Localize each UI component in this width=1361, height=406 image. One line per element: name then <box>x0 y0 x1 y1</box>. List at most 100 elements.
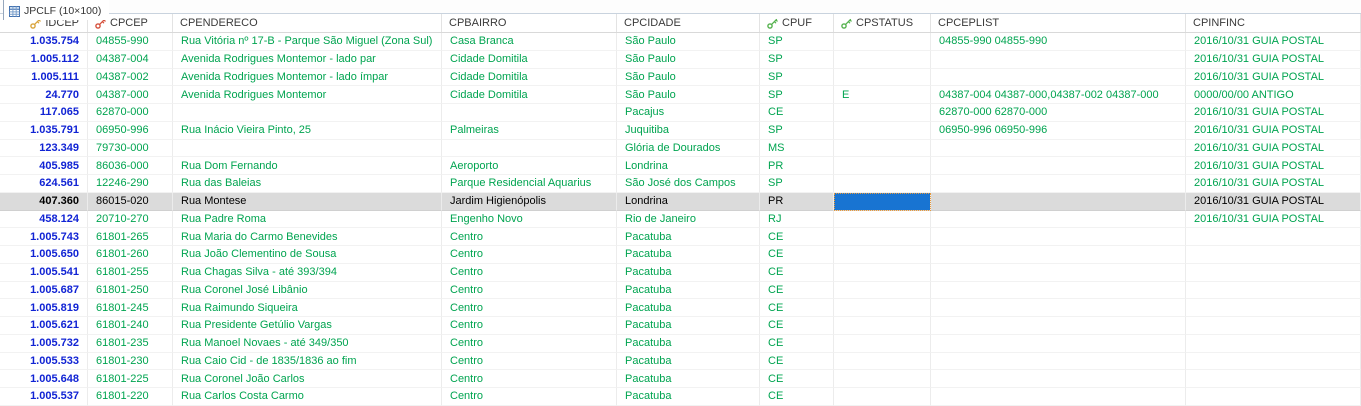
table-row[interactable]: 1.005.743 61801-265 Rua Maria do Carmo Ben… <box>0 228 1361 246</box>
cell-cpceplist[interactable] <box>931 50 1186 69</box>
cell-cpceplist[interactable] <box>931 317 1186 335</box>
cell-cpstatus[interactable] <box>834 139 931 158</box>
cell-cpuf[interactable]: SP <box>760 175 834 193</box>
cell-cpstatus[interactable] <box>834 370 931 388</box>
cell-cpendereco[interactable]: Rua Inácio Vieira Pinto, 25 <box>173 121 442 140</box>
cell-cpuf[interactable]: SP <box>760 86 834 104</box>
cell-cpbairro[interactable]: Jardim Higienópolis <box>442 192 617 211</box>
cell-cpendereco[interactable]: Rua João Clementino de Sousa <box>173 246 442 264</box>
cell-idcep[interactable]: 1.005.112 <box>0 50 88 69</box>
cell-idcep[interactable]: 1.005.687 <box>0 281 88 300</box>
cell-cpuf[interactable]: CE <box>760 299 834 317</box>
cell-cpcep[interactable]: 61801-265 <box>88 228 173 246</box>
cell-cpinfinc[interactable]: 2016/10/31 GUIA POSTAL <box>1186 157 1361 175</box>
table-row[interactable]: 1.005.541 61801-255 Rua Chagas Silva - até… <box>0 263 1361 282</box>
cell-cpinfinc[interactable]: 2016/10/31 GUIA POSTAL <box>1186 192 1361 211</box>
cell-cpcidade[interactable]: Pacajus <box>617 104 760 122</box>
cell-idcep[interactable]: 1.005.743 <box>0 228 88 246</box>
column-header-cpinfinc[interactable]: CPINFINC <box>1186 14 1361 32</box>
table-row[interactable]: 1.005.111 04387-002 Avenida Rodrigues Mont… <box>0 68 1361 87</box>
cell-cpcidade[interactable]: Pacatuba <box>617 388 760 406</box>
cell-idcep[interactable]: 1.005.533 <box>0 352 88 371</box>
cell-cpinfinc[interactable]: 2016/10/31 GUIA POSTAL <box>1186 139 1361 158</box>
cell-cpinfinc[interactable] <box>1186 228 1361 246</box>
cell-cpuf[interactable]: CE <box>760 334 834 353</box>
cell-cpcep[interactable]: 04387-000 <box>88 86 173 104</box>
column-header-cpbairro[interactable]: CPBAIRRO <box>442 14 617 32</box>
cell-cpbairro[interactable]: Cidade Domitila <box>442 50 617 69</box>
table-row[interactable]: 123.349 79730-000 Glória de Dourados MS 2016… <box>0 139 1361 158</box>
cell-cpendereco[interactable] <box>173 104 442 122</box>
cell-idcep[interactable]: 117.065 <box>0 104 88 122</box>
column-header-cpendereco[interactable]: CPENDERECO <box>173 14 442 32</box>
cell-idcep[interactable]: 1.035.791 <box>0 121 88 140</box>
cell-cpstatus[interactable] <box>834 246 931 264</box>
table-row[interactable]: 405.985 86036-000 Rua Dom Fernando Aeroport… <box>0 157 1361 175</box>
cell-cpinfinc[interactable] <box>1186 334 1361 353</box>
cell-idcep[interactable]: 1.005.621 <box>0 317 88 335</box>
cell-cpbairro[interactable]: Centro <box>442 228 617 246</box>
column-header-cpceplist[interactable]: CPCEPLIST <box>931 14 1186 32</box>
cell-cpendereco[interactable] <box>173 139 442 158</box>
cell-cpbairro[interactable]: Centro <box>442 388 617 406</box>
cell-idcep[interactable]: 1.005.541 <box>0 263 88 282</box>
cell-cpendereco[interactable]: Rua Padre Roma <box>173 210 442 229</box>
cell-cpbairro[interactable]: Centro <box>442 334 617 353</box>
cell-cpendereco[interactable]: Rua Raimundo Siqueira <box>173 299 442 317</box>
cell-cpbairro[interactable]: Centro <box>442 370 617 388</box>
cell-cpendereco[interactable]: Rua Caio Cid - de 1835/1836 ao fim <box>173 352 442 371</box>
cell-cpstatus[interactable]: E <box>834 86 931 104</box>
table-row[interactable]: 1.005.650 61801-260 Rua João Clementino de… <box>0 246 1361 264</box>
cell-cpstatus[interactable] <box>834 352 931 371</box>
cell-cpbairro[interactable]: Engenho Novo <box>442 210 617 229</box>
cell-cpendereco[interactable]: Rua Manoel Novaes - até 349/350 <box>173 334 442 353</box>
cell-cpbairro[interactable] <box>442 104 617 122</box>
cell-cpuf[interactable]: MS <box>760 139 834 158</box>
cell-cpceplist[interactable] <box>931 192 1186 211</box>
cell-cpinfinc[interactable] <box>1186 370 1361 388</box>
cell-cpceplist[interactable] <box>931 175 1186 193</box>
cell-cpstatus[interactable] <box>834 104 931 122</box>
cell-cpcidade[interactable]: São Paulo <box>617 68 760 87</box>
cell-cpcidade[interactable]: Pacatuba <box>617 246 760 264</box>
cell-cpcidade[interactable]: Pacatuba <box>617 263 760 282</box>
table-row[interactable]: 1.035.754 04855-990 Rua Vitória nº 17-B - … <box>0 33 1361 51</box>
cell-cpinfinc[interactable]: 2016/10/31 GUIA POSTAL <box>1186 175 1361 193</box>
cell-cpstatus[interactable] <box>834 121 931 140</box>
cell-cpuf[interactable]: CE <box>760 352 834 371</box>
cell-idcep[interactable]: 1.035.754 <box>0 33 88 51</box>
cell-cpcep[interactable]: 04855-990 <box>88 33 173 51</box>
cell-idcep[interactable]: 1.005.111 <box>0 68 88 87</box>
cell-cpendereco[interactable]: Rua Montese <box>173 192 442 211</box>
table-row[interactable]: 24.770 04387-000 Avenida Rodrigues Montemo… <box>0 86 1361 104</box>
cell-cpcidade[interactable]: Londrina <box>617 157 760 175</box>
cell-cpcidade[interactable]: São Paulo <box>617 86 760 104</box>
cell-idcep[interactable]: 405.985 <box>0 157 88 175</box>
cell-idcep[interactable]: 1.005.819 <box>0 299 88 317</box>
cell-cpstatus[interactable] <box>834 299 931 317</box>
cell-cpcidade[interactable]: São Paulo <box>617 50 760 69</box>
cell-cpceplist[interactable]: 04855-990 04855-990 <box>931 33 1186 51</box>
table-row[interactable]: 1.005.687 61801-250 Rua Coronel José Libân… <box>0 281 1361 300</box>
cell-cpcidade[interactable]: Pacatuba <box>617 317 760 335</box>
cell-cpceplist[interactable] <box>931 210 1186 229</box>
cell-cpinfinc[interactable] <box>1186 352 1361 371</box>
cell-idcep[interactable]: 458.124 <box>0 210 88 229</box>
cell-cpbairro[interactable] <box>442 139 617 158</box>
cell-cpbairro[interactable]: Centro <box>442 299 617 317</box>
cell-cpcidade[interactable]: Pacatuba <box>617 228 760 246</box>
cell-cpceplist[interactable] <box>931 352 1186 371</box>
cell-cpceplist[interactable] <box>931 139 1186 158</box>
cell-cpendereco[interactable]: Rua Carlos Costa Carmo <box>173 388 442 406</box>
cell-cpstatus[interactable] <box>834 175 931 193</box>
cell-cpendereco[interactable]: Rua Dom Fernando <box>173 157 442 175</box>
table-row[interactable]: 1.005.533 61801-230 Rua Caio Cid - de 1835… <box>0 352 1361 371</box>
column-header-cpuf[interactable]: CPUF <box>760 14 834 32</box>
cell-cpstatus[interactable] <box>834 317 931 335</box>
cell-cpendereco[interactable]: Avenida Rodrigues Montemor - lado ímpar <box>173 68 442 87</box>
cell-idcep[interactable]: 1.005.650 <box>0 246 88 264</box>
table-row[interactable]: 1.005.819 61801-245 Rua Raimundo Siqueira C… <box>0 299 1361 317</box>
cell-cpceplist[interactable]: 62870-000 62870-000 <box>931 104 1186 122</box>
cell-cpcidade[interactable]: Pacatuba <box>617 299 760 317</box>
cell-cpcidade[interactable]: Rio de Janeiro <box>617 210 760 229</box>
